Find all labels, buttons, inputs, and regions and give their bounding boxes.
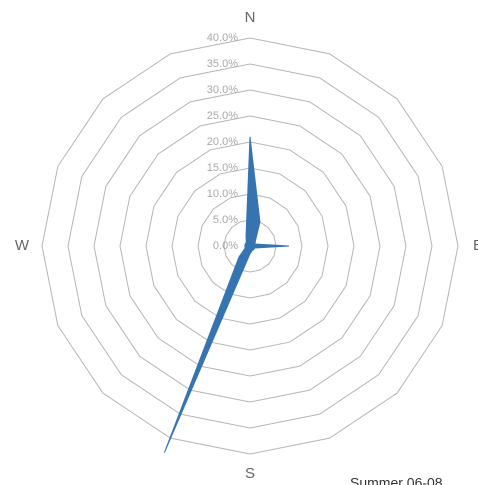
grid-ring: [197, 193, 303, 299]
y-tick-label: 35.0%: [207, 58, 238, 70]
y-tick-label: 30.0%: [207, 84, 238, 96]
category-label: W: [15, 237, 30, 254]
category-label: S: [245, 465, 255, 482]
category-label: N: [245, 9, 256, 26]
y-tick-label: 20.0%: [207, 136, 238, 148]
y-tick-label: 15.0%: [207, 162, 238, 174]
y-tick-label: 0.0%: [213, 240, 238, 252]
grid-ring: [93, 89, 407, 403]
y-tick-label: 40.0%: [207, 32, 238, 44]
y-tick-label: 5.0%: [213, 214, 238, 226]
grid-ring: [41, 37, 459, 455]
legend-label: Summer 06-08: [350, 475, 443, 485]
grid-ring: [145, 141, 355, 351]
y-tick-label: 25.0%: [207, 110, 238, 122]
grid-ring: [67, 63, 433, 429]
grid-ring: [119, 115, 381, 377]
grid-ring: [223, 219, 277, 273]
series-area: [163, 136, 290, 453]
y-tick-label: 10.0%: [207, 188, 238, 200]
grid-ring: [171, 167, 329, 325]
category-label: E: [473, 237, 478, 254]
